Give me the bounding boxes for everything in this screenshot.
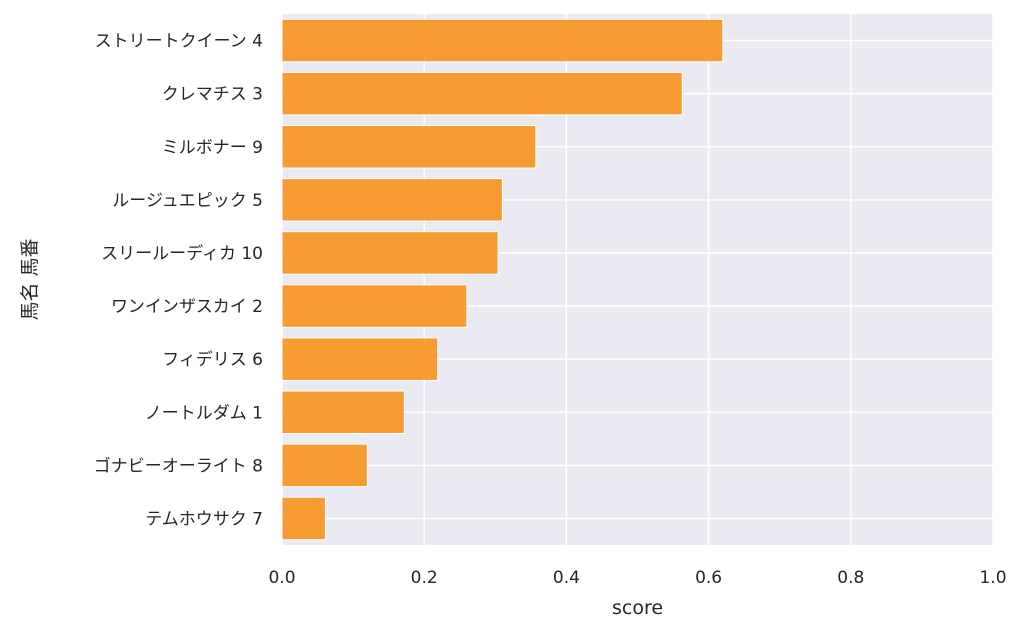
y-tick-label: スリールーディカ 10	[101, 243, 263, 264]
y-tick-label: ノートルダム 1	[145, 403, 263, 423]
y-tick-label: ゴナビーオーライト 8	[94, 455, 263, 476]
bar	[281, 125, 537, 169]
x-tick-label: 1.0	[979, 568, 1006, 588]
x-tick-label: 0.8	[837, 568, 864, 588]
bar	[281, 443, 368, 488]
y-tick-label: フィデリス 6	[162, 349, 263, 370]
x-tick-label: 0.2	[411, 568, 438, 588]
bar	[281, 390, 405, 434]
bar	[281, 231, 499, 275]
y-tick-label: クレマチス 3	[162, 85, 263, 105]
y-tick-label: テムホウサク 7	[145, 509, 263, 529]
bar	[281, 71, 683, 116]
bar	[281, 18, 724, 63]
x-tick-label: 0.6	[695, 568, 722, 588]
bar	[281, 496, 326, 541]
y-tick-label: ミルボナー 9	[162, 138, 263, 158]
y-tick-label: ストリートクイーン 4	[95, 32, 263, 52]
bars	[281, 18, 724, 541]
y-tick-label: ワンインザスカイ 2	[111, 297, 263, 317]
x-tick-label: 0.0	[268, 568, 295, 588]
x-tick-labels: 0.0 0.2 0.4 0.6 0.8 1.0	[268, 568, 1006, 588]
x-tick-label: 0.4	[553, 568, 580, 588]
x-axis-label: score	[612, 597, 663, 619]
y-tick-labels: ストリートクイーン 4 クレマチス 3 ミルボナー 9 ルージュエピック 5 スリールー…	[94, 32, 263, 530]
y-axis-label: 馬名 馬番	[19, 238, 41, 320]
bar	[281, 337, 439, 381]
bar	[281, 284, 468, 328]
y-tick-label: ルージュエピック 5	[112, 191, 263, 211]
bar	[281, 178, 503, 222]
